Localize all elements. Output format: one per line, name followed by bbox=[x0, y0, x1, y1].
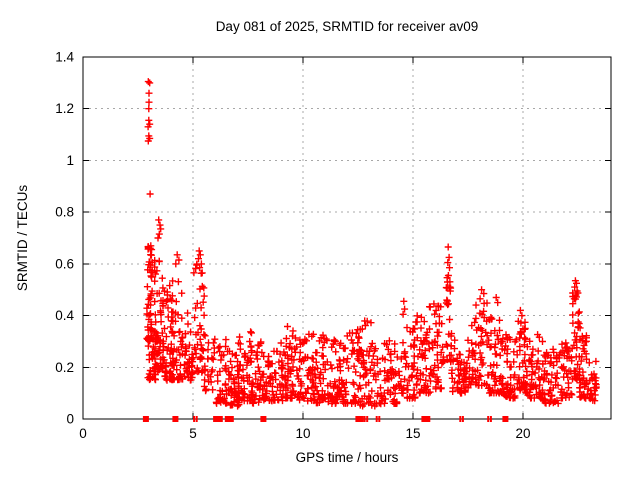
y-tick-label: 1 bbox=[66, 153, 74, 168]
plot-border bbox=[82, 56, 612, 420]
x-tick-label: 20 bbox=[515, 426, 530, 441]
y-tick-label: 0.4 bbox=[55, 308, 74, 323]
scatter-points bbox=[143, 78, 600, 410]
x-tick-labels: 0 5 10 15 20 bbox=[79, 426, 530, 441]
y-axis-label: SRMTID / TECUs bbox=[15, 185, 30, 292]
y-tick-label: 1.2 bbox=[55, 101, 74, 116]
y-tick-labels: 0 0.2 0.4 0.6 0.8 1 1.2 1.4 bbox=[55, 50, 74, 427]
y-tick-label: 1.4 bbox=[55, 50, 74, 65]
x-tick-label: 10 bbox=[295, 426, 310, 441]
y-tick-label: 0.8 bbox=[55, 205, 74, 220]
x-tick-label: 5 bbox=[189, 426, 197, 441]
x-tick-label: 15 bbox=[405, 426, 420, 441]
x-tick-label: 0 bbox=[79, 426, 87, 441]
y-tick-label: 0 bbox=[66, 412, 74, 427]
chart-title: Day 081 of 2025, SRMTID for receiver av0… bbox=[216, 19, 479, 34]
y-tick-label: 0.2 bbox=[55, 360, 74, 375]
zero-flag-squares bbox=[142, 416, 509, 422]
axis-ticks bbox=[82, 56, 611, 420]
y-tick-label: 0.6 bbox=[55, 256, 74, 271]
x-axis-label: GPS time / hours bbox=[296, 450, 399, 465]
